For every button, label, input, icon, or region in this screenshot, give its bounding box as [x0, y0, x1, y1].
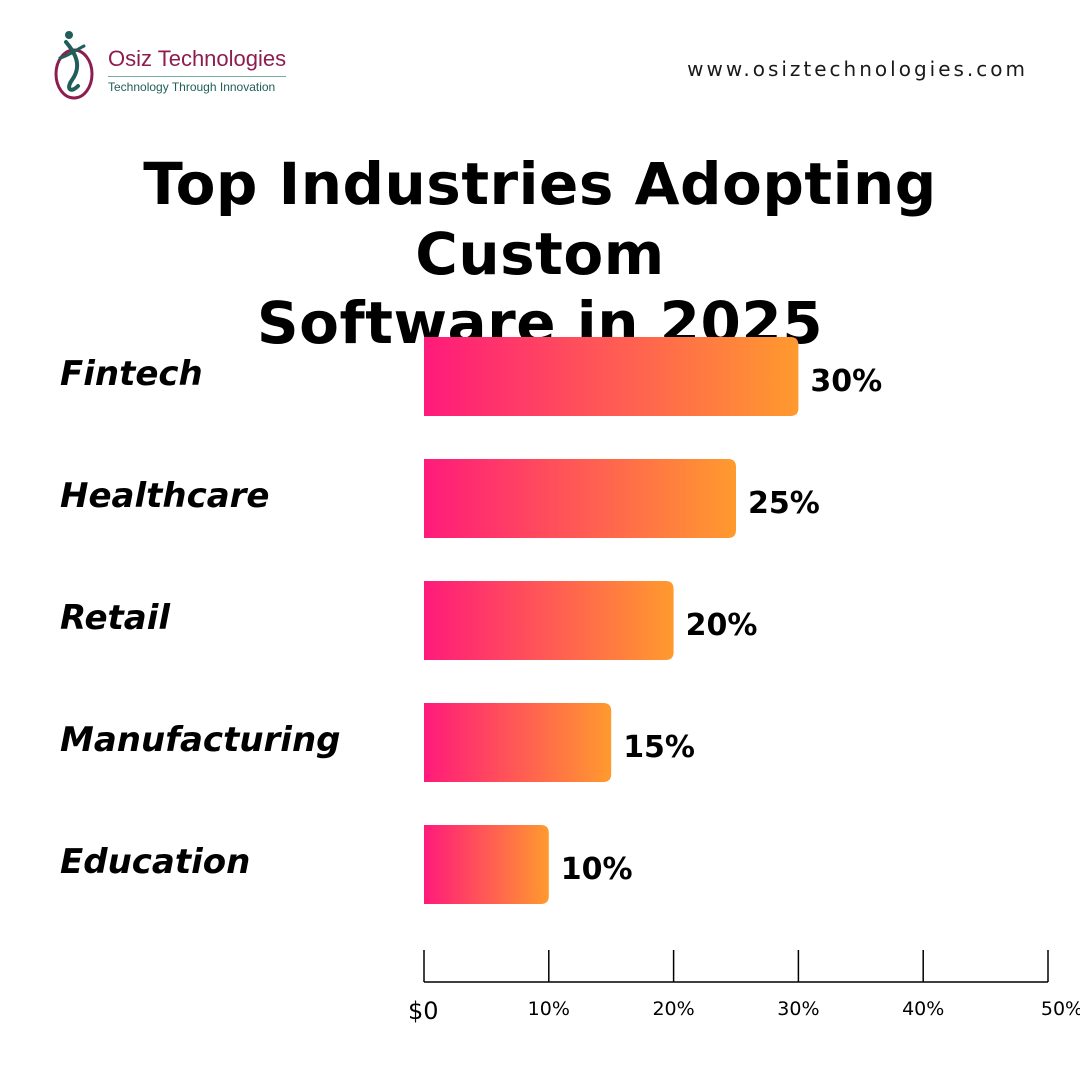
- bar-series: Fintech 30% Healthcare 25% Retail 20% Manufact…: [60, 337, 882, 904]
- brand-divider: [108, 76, 286, 77]
- x-tick-label: 20%: [652, 998, 694, 1020]
- x-tick-label: 50%: [1041, 998, 1080, 1020]
- value-label-education: 10%: [561, 852, 633, 887]
- value-label-manufacturing: 15%: [623, 730, 695, 765]
- bar-retail: [424, 581, 674, 660]
- brand-name: Osiz Technologies: [108, 46, 287, 71]
- bar-manufacturing: [424, 703, 612, 782]
- bar-healthcare: [424, 459, 736, 538]
- value-label-retail: 20%: [686, 608, 758, 643]
- chart-title-line-1: Top Industries Adopting Custom: [143, 150, 937, 288]
- x-tick-label: $0: [408, 997, 439, 1025]
- category-label-healthcare: Healthcare: [60, 476, 270, 516]
- brand-tagline: Technology Through Innovation: [108, 80, 276, 94]
- value-label-healthcare: 25%: [748, 486, 820, 521]
- value-label-fintech: 30%: [810, 364, 882, 399]
- brand-logo: Osiz Technologies Technology Through Inn…: [52, 28, 302, 104]
- category-label-fintech: Fintech: [60, 354, 203, 394]
- x-tick-label: 10%: [528, 998, 570, 1020]
- website-link[interactable]: www.osiztechnologies.com: [687, 57, 1028, 81]
- category-label-manufacturing: Manufacturing: [60, 720, 341, 760]
- category-label-education: Education: [60, 842, 250, 882]
- x-axis: $0 10% 20% 30% 40% 50%: [408, 950, 1080, 1025]
- x-tick-label: 40%: [902, 998, 944, 1020]
- category-label-retail: Retail: [60, 598, 171, 638]
- osiz-logo-icon: [54, 31, 94, 100]
- x-tick-label: 30%: [777, 998, 819, 1020]
- bar-education: [424, 825, 549, 904]
- bar-fintech: [424, 337, 799, 416]
